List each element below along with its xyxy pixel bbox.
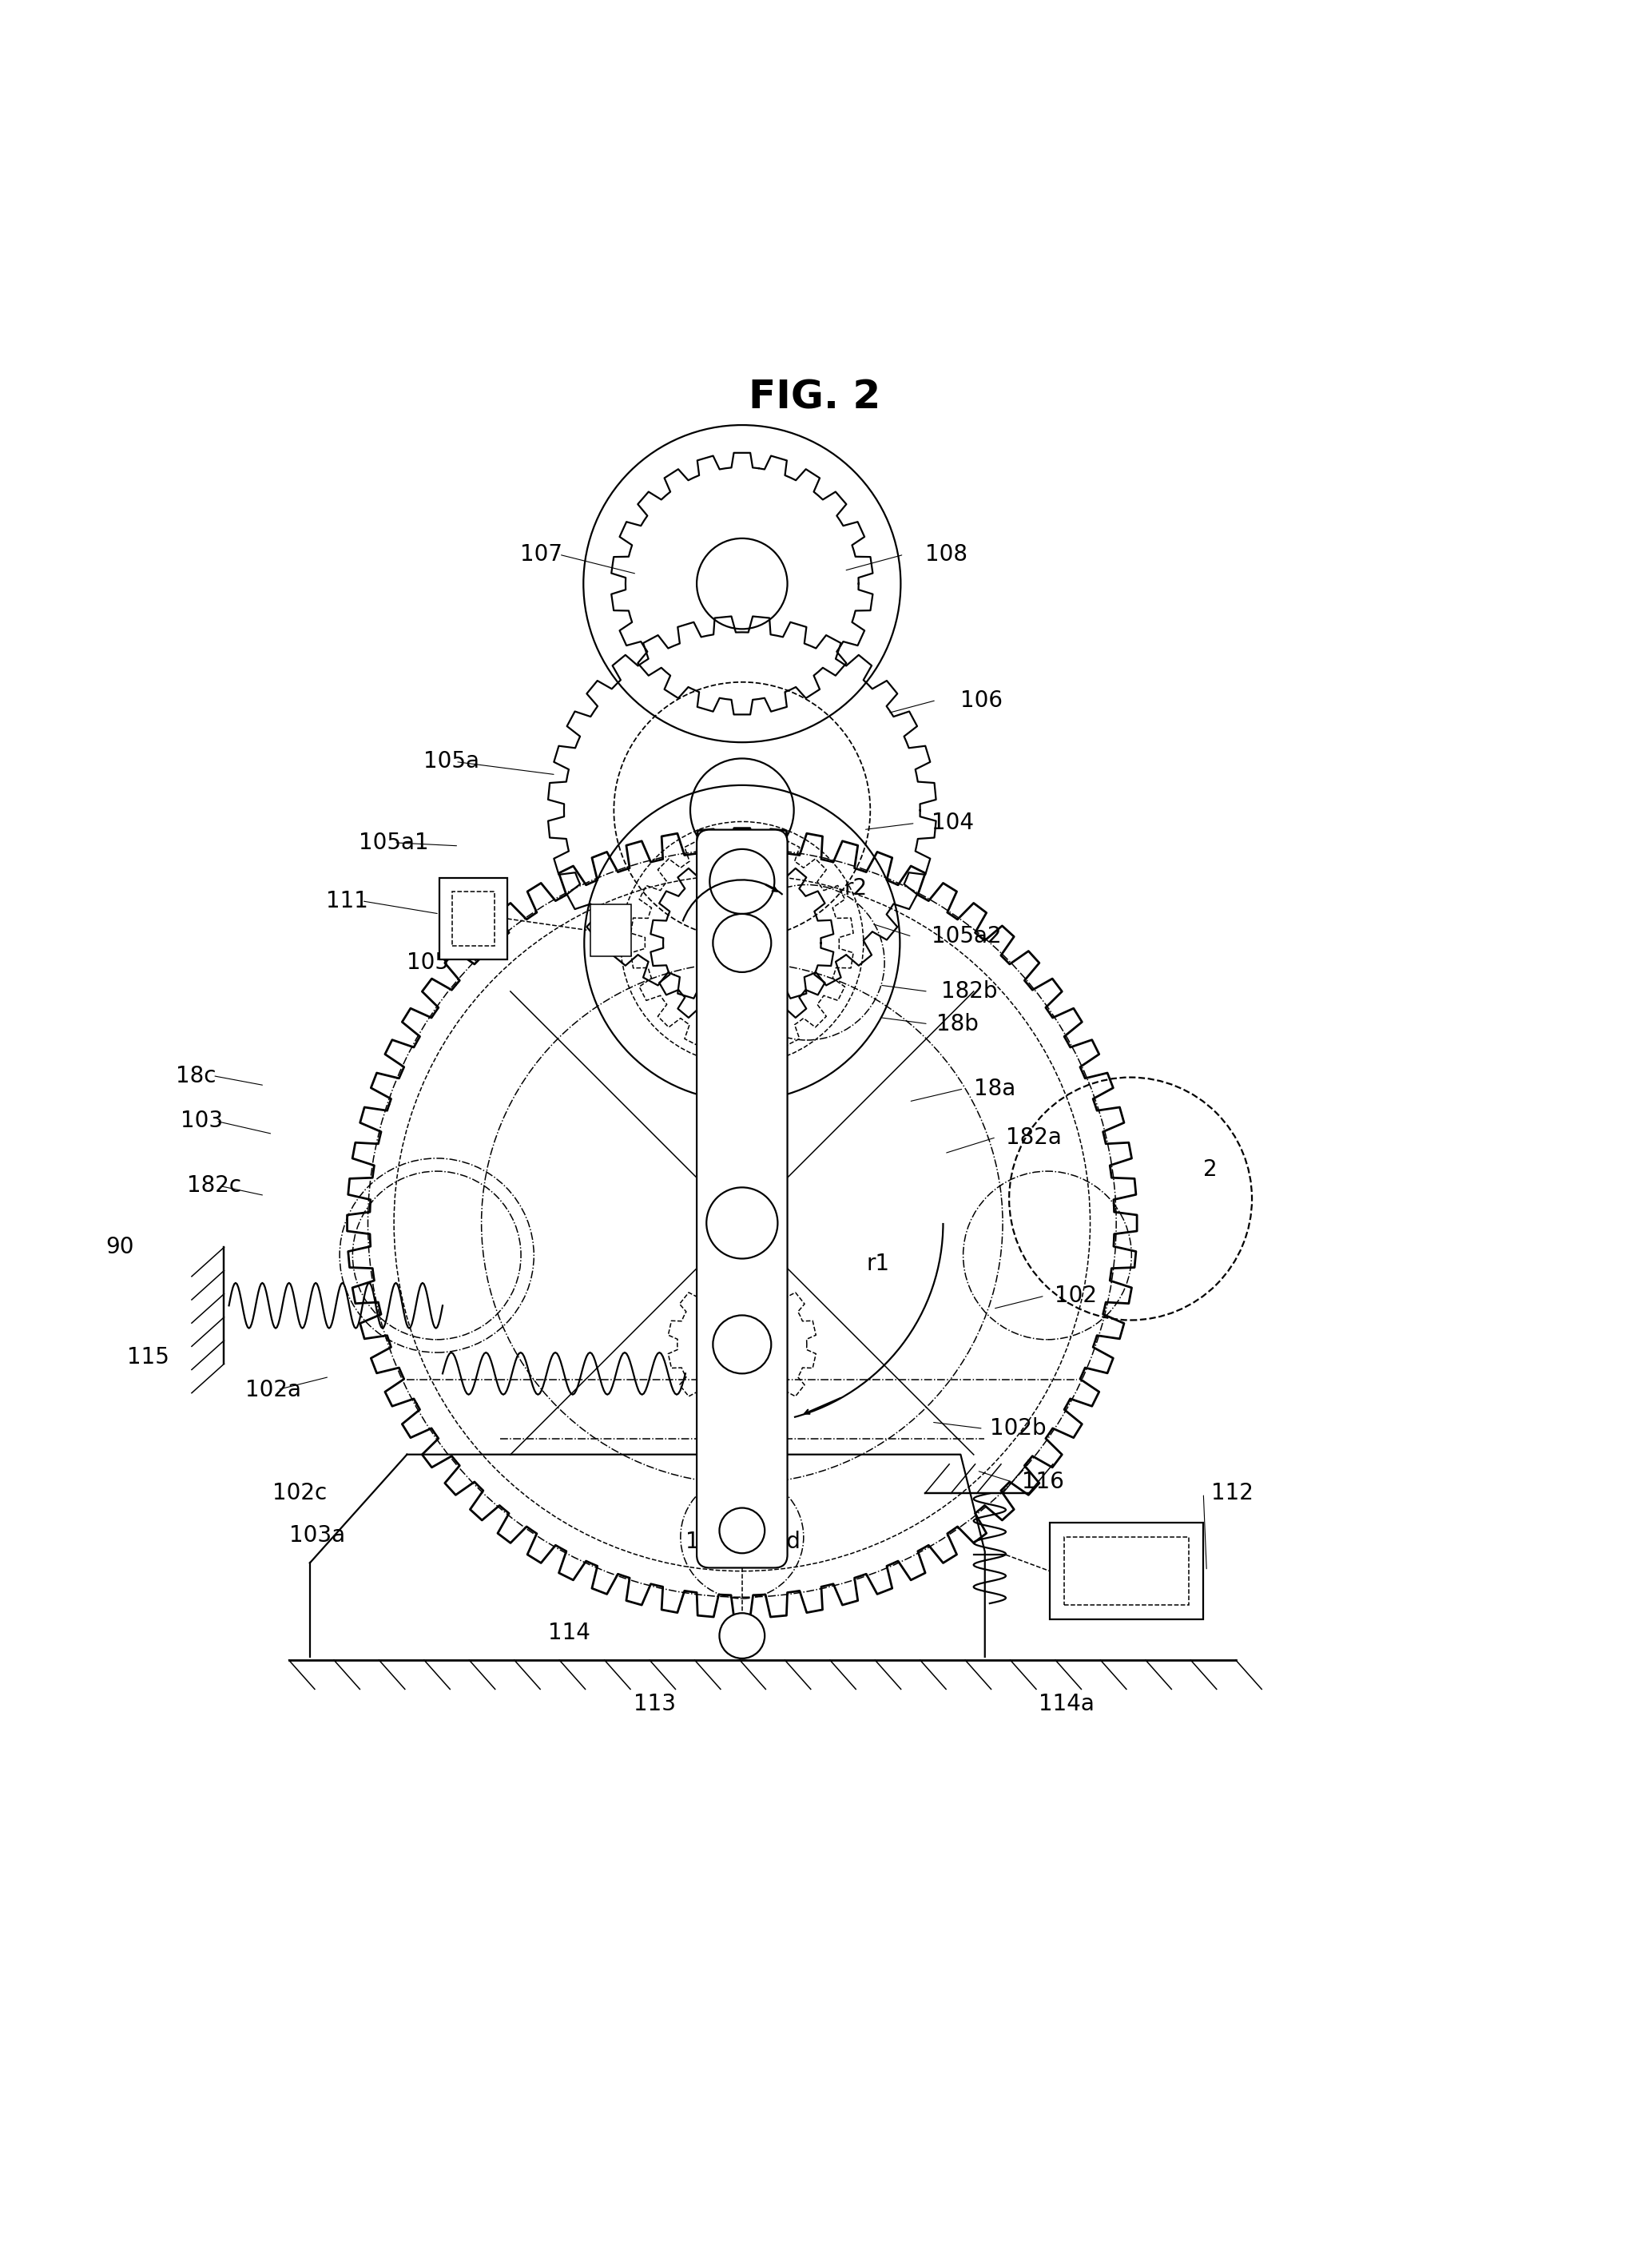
Text: 103a: 103a: [288, 1524, 345, 1547]
Text: 114: 114: [547, 1622, 590, 1644]
Text: 18d: 18d: [757, 1531, 800, 1554]
Text: 105a1: 105a1: [358, 832, 428, 853]
Text: 111: 111: [326, 889, 368, 912]
Text: 116: 116: [1021, 1472, 1064, 1492]
Text: 105a2: 105a2: [932, 925, 1000, 948]
Text: FIG. 2: FIG. 2: [748, 379, 881, 417]
Circle shape: [712, 914, 771, 973]
Bar: [590, 905, 630, 955]
Bar: [453, 891, 494, 946]
Text: 182a: 182a: [1005, 1125, 1060, 1148]
Bar: [1049, 1522, 1202, 1619]
Text: 105a: 105a: [424, 751, 479, 773]
Text: 102b: 102b: [989, 1418, 1046, 1440]
Text: 102c: 102c: [272, 1483, 327, 1504]
Text: 115: 115: [127, 1347, 169, 1368]
Text: 102: 102: [1054, 1284, 1096, 1306]
Circle shape: [709, 848, 774, 914]
Bar: [440, 878, 507, 959]
FancyBboxPatch shape: [696, 830, 787, 1567]
Text: 182d: 182d: [686, 1531, 741, 1554]
Text: 108: 108: [925, 544, 968, 565]
Text: 18a: 18a: [973, 1077, 1015, 1100]
Text: 105: 105: [407, 950, 450, 973]
Text: 18b: 18b: [935, 1014, 977, 1034]
Text: 102a: 102a: [244, 1379, 301, 1402]
Text: 112: 112: [1210, 1483, 1253, 1504]
Bar: [1064, 1538, 1188, 1606]
Text: 18c: 18c: [176, 1064, 215, 1086]
Text: 103: 103: [181, 1109, 223, 1132]
Text: 2: 2: [1202, 1159, 1217, 1182]
Text: 104: 104: [932, 812, 973, 835]
Text: r1: r1: [867, 1252, 889, 1275]
Text: 182c: 182c: [187, 1175, 241, 1198]
Text: r2: r2: [844, 878, 867, 898]
Circle shape: [718, 1508, 764, 1554]
Circle shape: [712, 1315, 771, 1374]
Circle shape: [718, 1613, 764, 1658]
Text: 106: 106: [959, 689, 1002, 712]
Circle shape: [705, 1188, 777, 1259]
Text: 113: 113: [634, 1692, 676, 1715]
Circle shape: [722, 1325, 761, 1363]
Text: 114a: 114a: [1038, 1692, 1093, 1715]
Text: 107: 107: [520, 544, 562, 565]
Text: 182b: 182b: [940, 980, 997, 1002]
Text: 90: 90: [106, 1236, 134, 1259]
